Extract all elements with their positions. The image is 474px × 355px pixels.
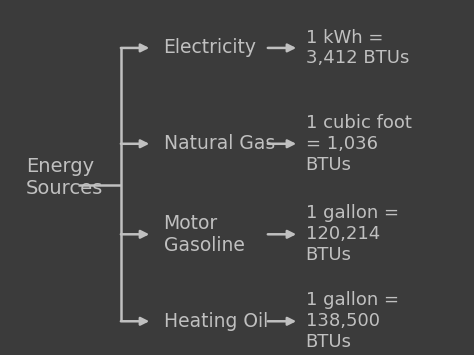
Text: Electricity: Electricity	[164, 38, 256, 58]
Text: 1 gallon =
120,214
BTUs: 1 gallon = 120,214 BTUs	[306, 204, 399, 264]
Text: 1 cubic foot
= 1,036
BTUs: 1 cubic foot = 1,036 BTUs	[306, 114, 411, 174]
Text: Natural Gas: Natural Gas	[164, 134, 275, 153]
Text: 1 kWh =
3,412 BTUs: 1 kWh = 3,412 BTUs	[306, 28, 409, 67]
Text: Motor
Gasoline: Motor Gasoline	[164, 214, 245, 255]
Text: Energy
Sources: Energy Sources	[26, 157, 103, 198]
Text: 1 gallon =
138,500
BTUs: 1 gallon = 138,500 BTUs	[306, 291, 399, 351]
Text: Heating Oil: Heating Oil	[164, 312, 268, 331]
